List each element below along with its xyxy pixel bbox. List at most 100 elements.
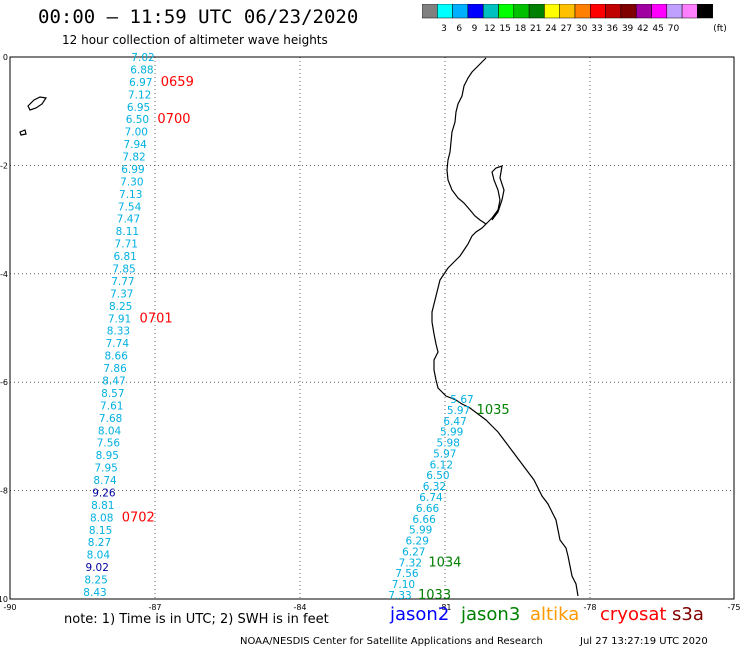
altimeter-track-east: 5.675.976.475.995.985.976.126.506.326.74…: [388, 394, 509, 603]
wave-height-value: 7.32: [399, 557, 422, 569]
wave-height-value: 5.67: [450, 394, 473, 406]
time-label: 0659: [161, 75, 194, 90]
wave-height-value: 7.74: [106, 338, 130, 350]
wave-height-value: 6.32: [423, 481, 446, 493]
time-label: 0701: [140, 311, 173, 326]
color-scale-label: 15: [499, 24, 510, 34]
x-tick-label: -81: [438, 603, 451, 612]
x-tick-label: -75: [727, 603, 740, 612]
x-tick-label: -84: [293, 603, 306, 612]
wave-height-value: 6.12: [430, 459, 453, 471]
color-scale-label: 3: [441, 24, 447, 34]
wave-height-value: 6.27: [402, 546, 425, 558]
y-tick-label: -4: [0, 270, 8, 279]
altimeter-track-west: 7.026.886.977.126.956.507.007.947.826.99…: [83, 52, 194, 599]
wave-height-value: 6.47: [443, 416, 466, 428]
wave-height-value: 6.50: [426, 470, 449, 482]
wave-height-value: 6.50: [126, 114, 149, 126]
wave-height-value: 5.97: [433, 448, 456, 460]
wave-height-value: 6.97: [129, 77, 152, 89]
wave-height-value: 7.13: [119, 189, 142, 201]
axis-labels: -90 -87 -84 -81 -78 -75 0 -2 -4 -6 -8 -10: [0, 53, 740, 612]
legend-altika: altika: [530, 604, 580, 625]
y-tick-label: -6: [0, 378, 8, 387]
wave-height-value: 8.95: [96, 450, 119, 462]
wave-height-value: 8.81: [91, 500, 114, 512]
wave-height-value: 6.99: [121, 164, 144, 176]
wave-height-value: 7.94: [123, 139, 147, 151]
color-scale-label: 30: [576, 24, 588, 34]
wave-height-value: 8.25: [109, 301, 132, 313]
y-tick-label: -8: [0, 487, 8, 496]
time-label: 1035: [477, 403, 510, 418]
wave-height-value: 8.43: [83, 587, 106, 599]
color-scale-label: 18: [515, 24, 527, 34]
time-label: 0702: [122, 510, 155, 525]
plot-frame: [9, 56, 735, 600]
color-scale-label: 39: [622, 24, 634, 34]
wave-height-value: 9.26: [92, 487, 116, 499]
wave-height-value: 8.33: [107, 326, 130, 338]
wave-height-value: 7.61: [100, 400, 123, 412]
color-scale-label: 27: [561, 24, 572, 34]
wave-height-value: 6.66: [416, 503, 440, 515]
color-scale-label: 6: [456, 24, 462, 34]
wave-height-value: 7.91: [108, 313, 131, 325]
wave-height-value: 8.11: [116, 226, 139, 238]
wave-height-value: 6.74: [419, 492, 443, 504]
island-outline: [27, 96, 48, 111]
wave-height-value: 8.04: [98, 425, 122, 437]
wave-height-value: 7.82: [122, 152, 145, 164]
page-subtitle: 12 hour collection of altimeter wave hei…: [62, 33, 328, 47]
color-scale-label: 24: [545, 24, 557, 34]
time-label: 1033: [418, 588, 451, 603]
wave-height-value: 6.81: [113, 251, 136, 263]
coastline: [431, 57, 579, 597]
wave-height-value: 5.98: [437, 438, 460, 450]
time-label: 0700: [157, 112, 190, 127]
color-scale-label: 33: [591, 24, 602, 34]
y-tick-label: -10: [0, 595, 8, 604]
wave-height-value: 7.86: [103, 363, 127, 375]
color-scale-label: 70: [668, 24, 680, 34]
gulf-coastline: [485, 165, 505, 225]
wave-height-value: 7.30: [120, 176, 143, 188]
y-tick-label: 0: [3, 53, 8, 62]
legend-jason3: jason3: [461, 604, 521, 625]
color-scale-unit: (ft): [713, 24, 727, 34]
grid-lines: [10, 57, 734, 599]
x-tick-label: -87: [148, 603, 161, 612]
wave-height-value: 8.66: [105, 351, 129, 363]
wave-height-value: 7.71: [115, 239, 138, 251]
wave-height-value: 7.02: [131, 52, 154, 64]
y-tick-label: -2: [0, 161, 8, 170]
wave-height-value: 9.02: [86, 562, 109, 574]
wave-height-value: 6.29: [406, 536, 429, 548]
legend-cryosat: cryosat: [600, 604, 667, 625]
color-swatch: [697, 4, 713, 19]
wave-height-value: 8.27: [88, 537, 111, 549]
x-tick-label: -78: [583, 603, 596, 612]
wave-height-value: 8.25: [84, 575, 107, 587]
wave-height-value: 8.47: [102, 375, 125, 387]
footer-credit: NOAA/NESDIS Center for Satellite Applica…: [240, 636, 543, 647]
x-tick-label: -90: [3, 603, 16, 612]
wave-height-value: 7.95: [94, 463, 117, 475]
wave-height-value: 7.56: [395, 568, 419, 580]
color-scale-label: 12: [484, 24, 495, 34]
note-text: note: 1) Time is in UTC; 2) SWH is in fe…: [64, 612, 329, 627]
wave-height-value: 7.47: [117, 214, 140, 226]
wave-height-value: 5.99: [440, 427, 463, 439]
color-scale-label: 36: [607, 24, 619, 34]
page-title: 00:00 – 11:59 UTC 06/23/2020: [38, 6, 359, 28]
wave-height-value: 8.04: [87, 550, 111, 562]
wave-height-value: 7.68: [99, 413, 122, 425]
wave-height-value: 6.88: [130, 64, 153, 76]
wave-height-value: 7.33: [388, 590, 411, 602]
color-scale-label: 42: [637, 24, 648, 34]
wave-height-value: 8.74: [93, 475, 117, 487]
wave-height-value: 7.77: [111, 276, 134, 288]
wave-height-value: 7.54: [118, 201, 142, 213]
wave-height-value: 7.10: [392, 579, 415, 591]
